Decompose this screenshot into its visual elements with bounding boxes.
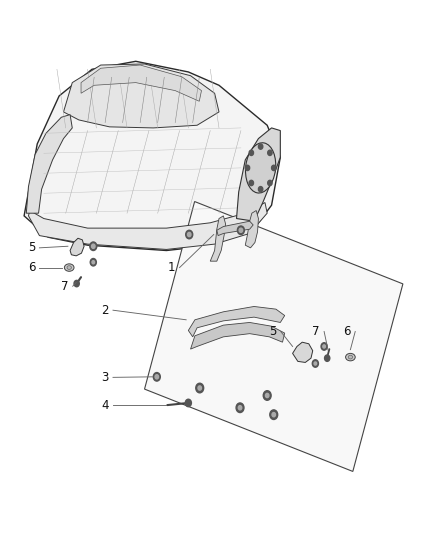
Polygon shape <box>293 342 313 362</box>
Circle shape <box>270 410 278 419</box>
Circle shape <box>187 232 191 237</box>
Circle shape <box>185 399 191 407</box>
Polygon shape <box>81 65 201 101</box>
Circle shape <box>92 244 95 248</box>
Circle shape <box>196 383 204 393</box>
Circle shape <box>239 228 243 232</box>
Ellipse shape <box>64 264 74 271</box>
Circle shape <box>237 226 244 235</box>
Circle shape <box>92 261 95 264</box>
Circle shape <box>314 362 317 365</box>
Circle shape <box>312 360 318 367</box>
Ellipse shape <box>348 355 353 359</box>
Polygon shape <box>64 64 219 128</box>
Polygon shape <box>145 201 403 472</box>
Circle shape <box>258 144 263 149</box>
Polygon shape <box>245 211 258 248</box>
Polygon shape <box>188 306 285 337</box>
Ellipse shape <box>346 353 355 361</box>
Polygon shape <box>217 221 253 236</box>
Ellipse shape <box>246 143 276 193</box>
Circle shape <box>155 375 159 379</box>
Circle shape <box>325 355 330 361</box>
Circle shape <box>272 165 276 171</box>
Circle shape <box>90 242 97 251</box>
Text: 5: 5 <box>28 241 35 254</box>
Circle shape <box>236 403 244 413</box>
Circle shape <box>90 259 96 266</box>
Polygon shape <box>210 216 226 261</box>
Circle shape <box>249 180 254 185</box>
Circle shape <box>186 230 193 239</box>
Circle shape <box>153 373 160 381</box>
Circle shape <box>272 413 276 417</box>
Circle shape <box>198 386 201 390</box>
Text: 7: 7 <box>61 280 69 293</box>
Text: 6: 6 <box>343 325 351 338</box>
Circle shape <box>249 150 254 156</box>
Circle shape <box>323 345 325 348</box>
Circle shape <box>74 280 79 287</box>
Circle shape <box>268 150 272 156</box>
Text: 2: 2 <box>101 304 109 317</box>
Circle shape <box>258 187 263 192</box>
Polygon shape <box>26 115 72 213</box>
Circle shape <box>245 165 250 171</box>
Circle shape <box>265 393 269 398</box>
Text: 4: 4 <box>101 399 109 411</box>
Polygon shape <box>191 322 285 349</box>
Polygon shape <box>28 203 267 249</box>
Polygon shape <box>70 238 84 256</box>
Text: 6: 6 <box>28 261 35 274</box>
Circle shape <box>263 391 271 400</box>
Circle shape <box>238 406 242 410</box>
Polygon shape <box>24 61 280 251</box>
Text: 3: 3 <box>102 371 109 384</box>
Text: 5: 5 <box>269 325 276 338</box>
Text: 7: 7 <box>312 325 320 338</box>
Polygon shape <box>237 128 280 221</box>
Text: 1: 1 <box>168 261 176 274</box>
Circle shape <box>321 343 327 350</box>
Ellipse shape <box>67 265 71 269</box>
Circle shape <box>268 180 272 185</box>
